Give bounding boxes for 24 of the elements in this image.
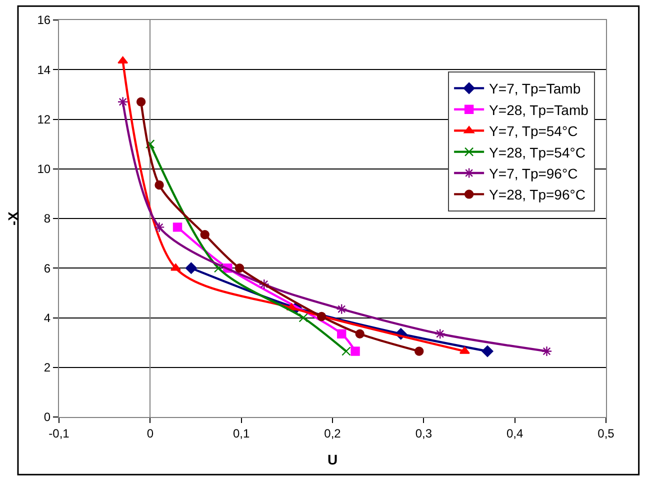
- x-tick-label: 0,5: [598, 426, 615, 440]
- y-tick-label: 10: [37, 162, 51, 176]
- y-tick-label: 12: [37, 112, 51, 126]
- legend-label: Y=7, Tp=54°C: [489, 123, 578, 140]
- x-tick-label: 0,2: [324, 426, 342, 440]
- x-tick-label: 0,4: [506, 426, 524, 440]
- x-tick-label: -0,1: [48, 426, 70, 440]
- legend-label: Y=7, Tp=Tamb: [489, 80, 581, 97]
- y-tick-label: 0: [44, 410, 51, 424]
- y-tick-label: 6: [44, 261, 51, 276]
- x-axis-title: U: [327, 452, 338, 468]
- y-tick-label: 2: [44, 360, 51, 375]
- y-tick-label: 14: [37, 62, 51, 77]
- x-tick-label: 0,1: [232, 426, 250, 440]
- legend-label: Y=28, Tp=54°C: [489, 144, 586, 160]
- x-tick-label: 0,3: [415, 426, 432, 440]
- y-tick-label: 4: [44, 310, 51, 325]
- y-tick-label: 8: [44, 212, 51, 226]
- legend-label: Y=7, Tp=96°C: [489, 165, 578, 182]
- y-axis-title: -X: [4, 210, 21, 226]
- y-tick-label: 16: [37, 13, 51, 28]
- legend-label: Y=28, Tp=Tamb: [489, 102, 589, 118]
- x-tick-label: 0: [146, 426, 154, 440]
- legend-label: Y=28, Tp=96°C: [489, 186, 586, 203]
